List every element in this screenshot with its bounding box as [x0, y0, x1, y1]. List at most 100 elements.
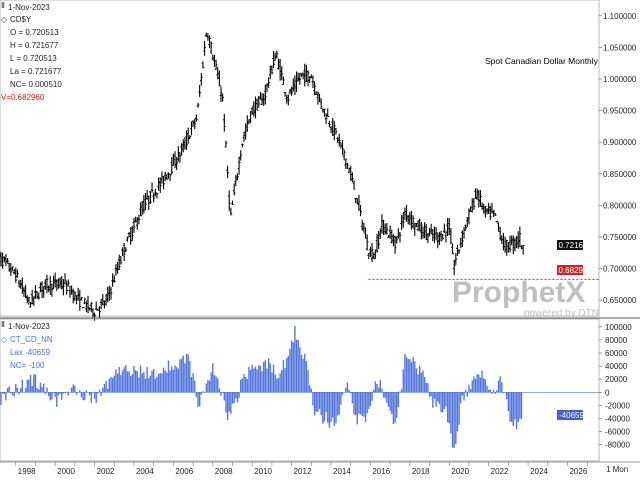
price-high: H = 0.721677: [10, 41, 59, 50]
x-tick-label: 2014: [333, 467, 351, 476]
price-bar: [37, 292, 41, 300]
price-bar: [395, 236, 399, 244]
cot-value-tag-text: -40659: [559, 411, 584, 420]
x-tick-label: 2004: [136, 467, 154, 476]
price-bar: [464, 224, 468, 231]
x-axis-corner-label: 1 Mon: [606, 465, 628, 474]
price-bar: [488, 205, 492, 220]
price-bar: [341, 139, 344, 156]
watermark-sub: powered by DTN: [524, 308, 599, 319]
price-bar: [306, 70, 310, 87]
price-bar: [226, 165, 229, 179]
x-tick-label: 2024: [530, 467, 548, 476]
x-tick-label: 2022: [491, 467, 509, 476]
price-bar: [149, 191, 152, 205]
price-bar: [6, 258, 9, 264]
price-bar: [222, 113, 226, 132]
x-tick-label: 2018: [412, 467, 430, 476]
price-bar: [63, 273, 67, 285]
x-axis: 1998 2000 2002 2004 2006 2008 2010 2012 2014 2016…: [15, 462, 588, 476]
price-bar: [229, 207, 233, 216]
cot-y-tick-label: -40000: [605, 414, 630, 423]
price-bar: [217, 70, 221, 87]
price-bar: [479, 190, 482, 207]
cot-panel-marker: Ⅱ: [1, 320, 5, 329]
price-bar: [221, 93, 225, 102]
price-info: Ⅱ 1-Nov-2023 ◇ CD$Y O = 0.720513 H = 0.7…: [1, 1, 62, 102]
price-bar: [275, 50, 279, 59]
cot-y-tick-label: -20000: [605, 401, 630, 410]
price-bar: [385, 223, 389, 235]
price-bar: [401, 212, 405, 228]
cot-y-tick-label: 80000: [605, 336, 628, 345]
price-bar: [119, 255, 123, 265]
price-bar: [311, 75, 315, 88]
price-bar: [236, 173, 239, 181]
price-bar: [282, 76, 285, 85]
price-bar: [112, 275, 116, 283]
price-bar: [196, 102, 200, 108]
price-bar: [327, 120, 331, 128]
price-date: 1-Nov-2023: [8, 3, 50, 12]
price-bar: [209, 41, 213, 55]
price-bar: [158, 177, 162, 193]
price-bar: [326, 108, 330, 117]
price-bar: [460, 230, 464, 248]
diamond-icon: ◇: [1, 15, 8, 24]
price-low: L = 0.720513: [10, 54, 57, 63]
price-bar: [66, 279, 70, 287]
price-bar: [344, 158, 348, 170]
price-bar: [319, 98, 323, 110]
price-bar: [439, 230, 443, 242]
price-bar: [398, 232, 402, 243]
price-bar: [130, 225, 134, 241]
cot-value-tag: -40659: [557, 410, 584, 420]
price-bar: [208, 35, 211, 49]
price-bar: [449, 228, 453, 245]
price-bar: [375, 233, 379, 253]
last-price-tag: 0.721677: [557, 240, 592, 250]
price-bar: [240, 143, 244, 148]
price-net-change: NC= 0.000510: [10, 80, 62, 89]
cot-info: Ⅱ 1-Nov-2023 ◇ CT_CD_NN Lax -40659 NC= -…: [1, 320, 53, 370]
price-panel-marker: Ⅱ: [1, 1, 5, 10]
price-bars: [0, 32, 525, 321]
price-bar: [227, 190, 231, 211]
prophetx-watermark: ProphetX powered by DTN: [452, 276, 599, 319]
price-bar: [454, 253, 458, 265]
price-bar: [393, 235, 397, 254]
price-bar: [334, 127, 338, 135]
x-tick-label: 2010: [254, 467, 272, 476]
price-bar: [83, 297, 87, 305]
price-y-tick-label: 0.900000: [603, 138, 637, 147]
cot-y-tick-label: 20000: [605, 375, 628, 384]
price-bar: [144, 193, 147, 211]
price-bar: [263, 84, 267, 105]
price-bar: [93, 312, 96, 321]
price-bar: [194, 114, 198, 122]
price-bar: [352, 180, 356, 190]
cot-bars: [0, 325, 523, 448]
price-bar: [239, 150, 243, 161]
price-bar: [255, 98, 259, 111]
price-bar: [201, 61, 205, 69]
price-bar: [457, 249, 461, 255]
price-bar: [16, 269, 19, 278]
cot-last: Lax -40659: [10, 348, 51, 357]
price-bar: [109, 287, 113, 300]
price-bar: [451, 243, 454, 255]
price-bar: [199, 73, 203, 86]
x-tick-label: 2002: [97, 467, 115, 476]
x-tick-label: 2000: [57, 467, 75, 476]
price-y-axis: 0.650000 0.700000 0.750000 0.800000 0.850000…: [599, 12, 637, 305]
price-bar: [411, 215, 415, 229]
price-last: La = 0.721677: [10, 67, 62, 76]
price-bar: [521, 244, 525, 255]
price-bar: [78, 289, 82, 311]
cot-y-tick-label: 60000: [605, 349, 628, 358]
last-price-tag-text: 0.721677: [559, 241, 593, 250]
price-bar: [126, 236, 129, 242]
price-bar: [80, 297, 83, 301]
price-bar: [50, 283, 54, 297]
